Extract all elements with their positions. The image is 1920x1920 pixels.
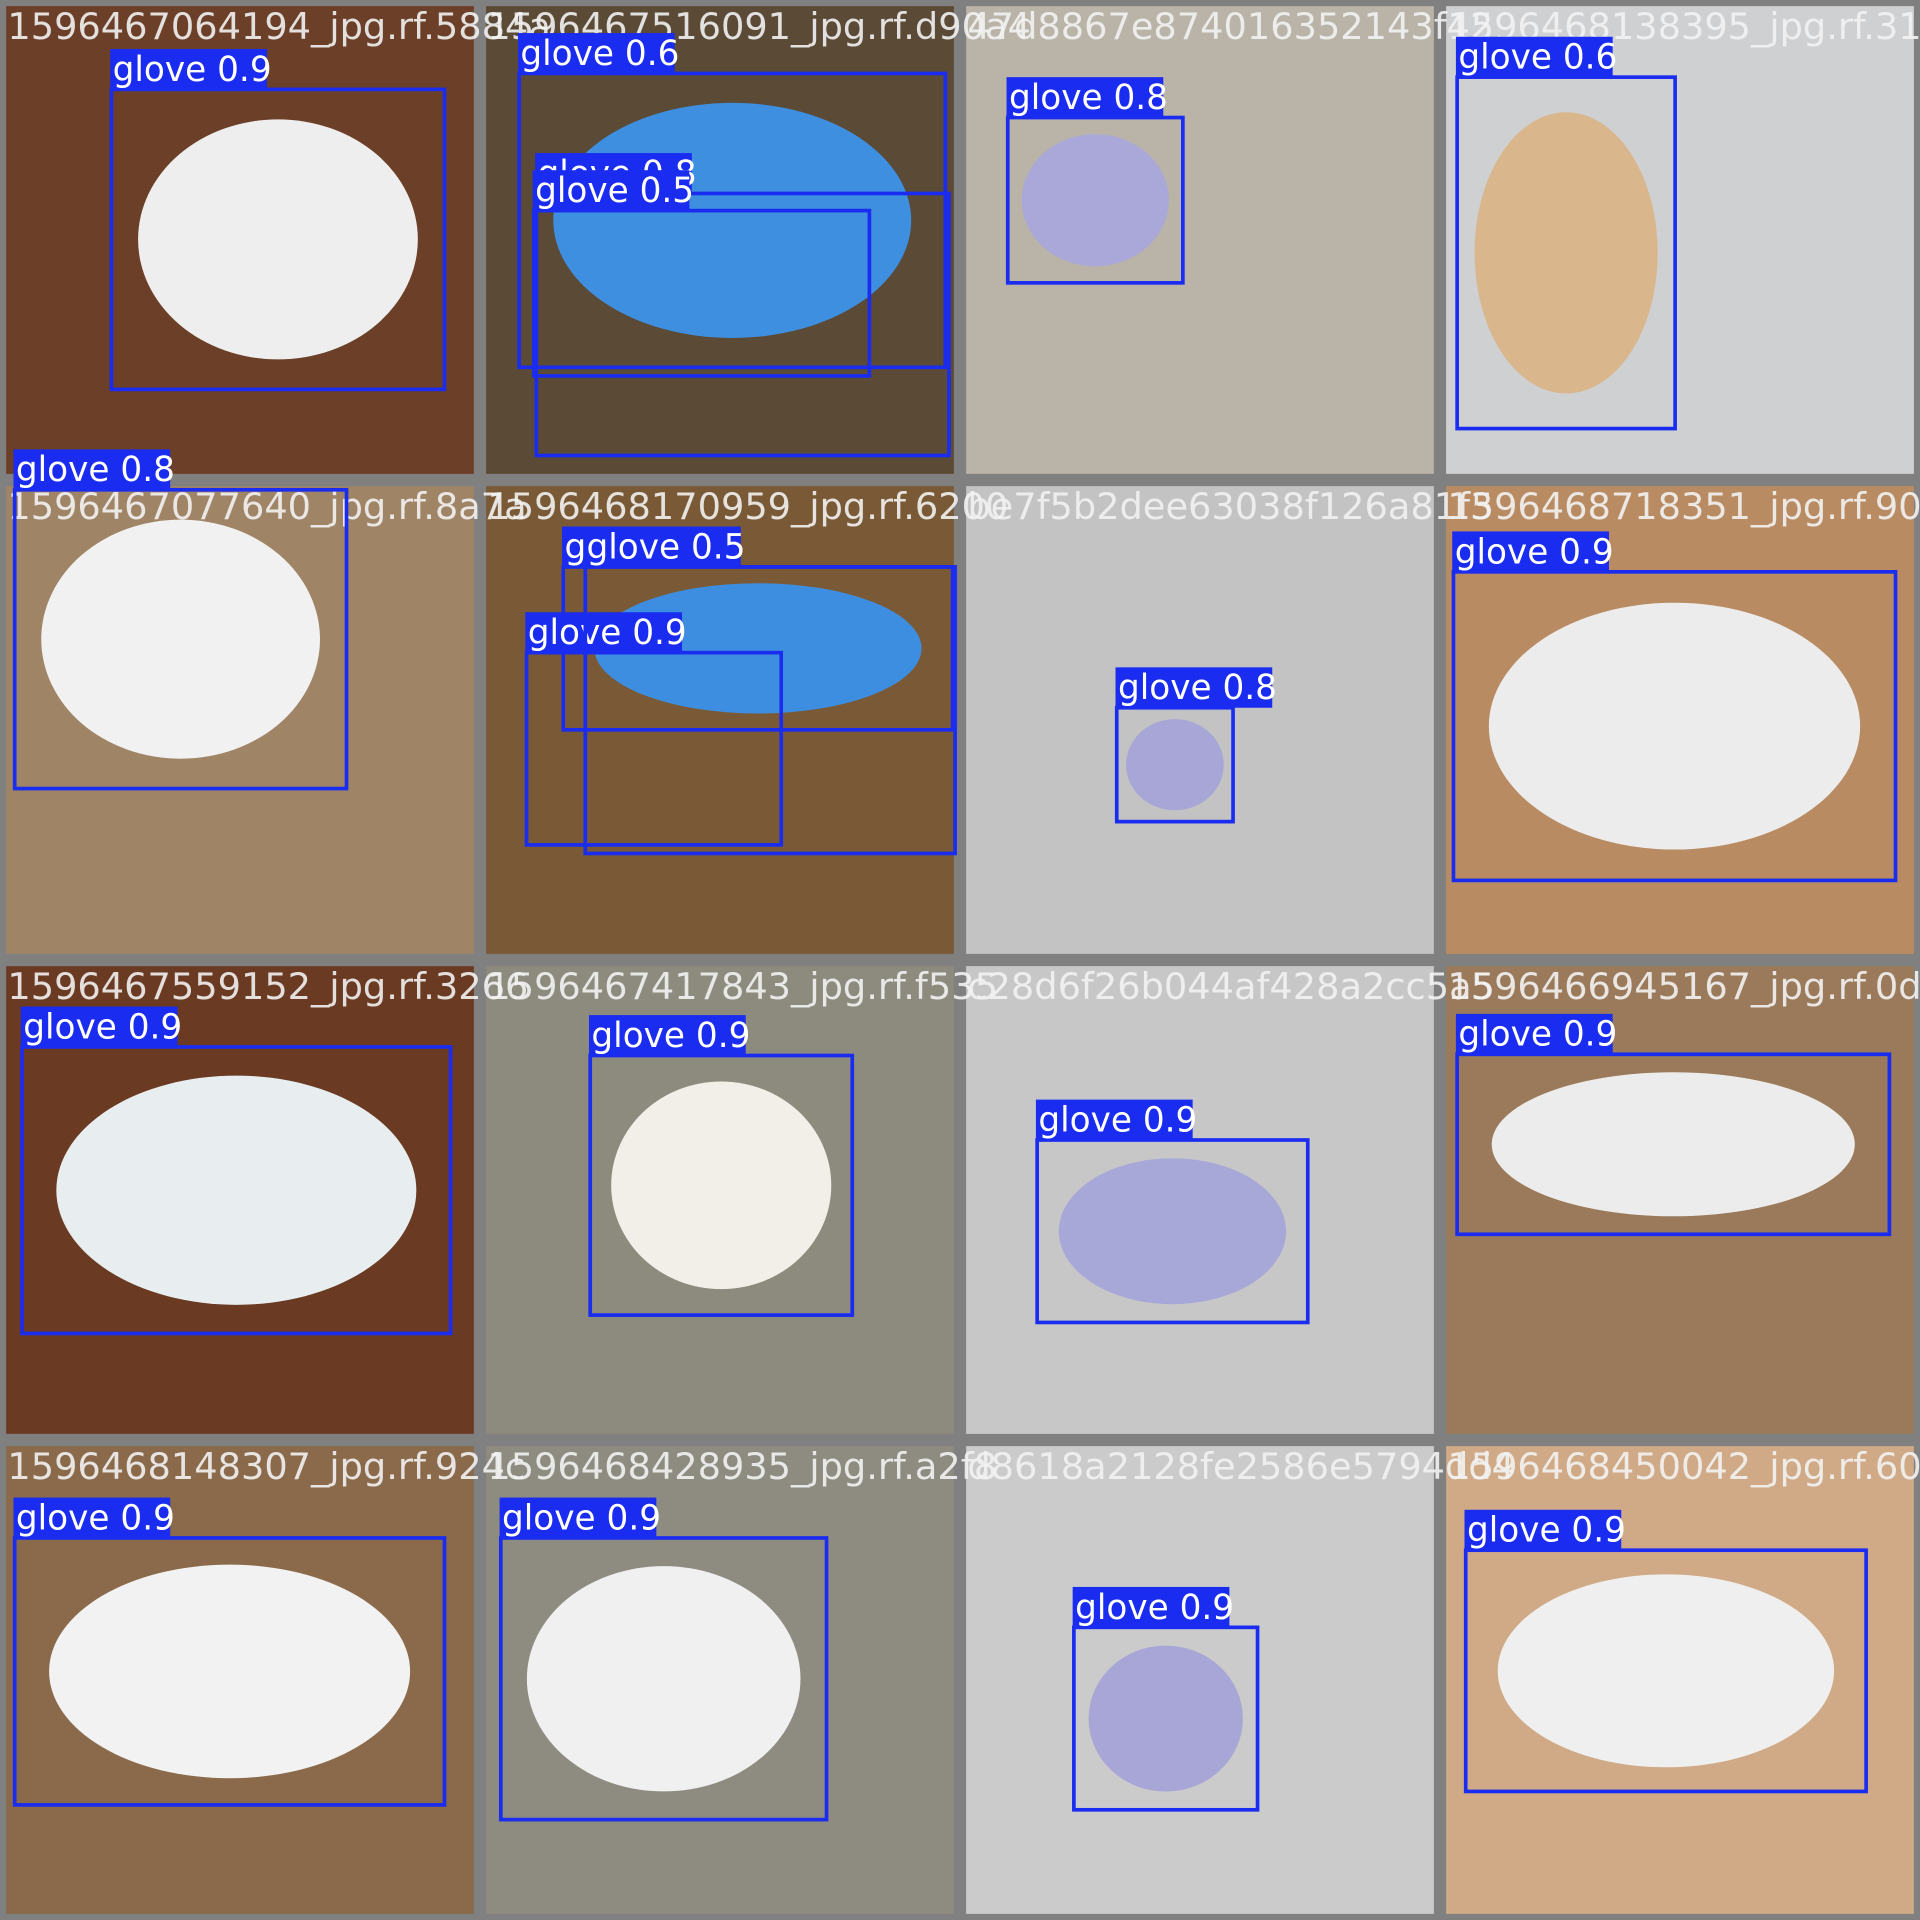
- label-background: [1006, 77, 1164, 118]
- filename: 1596467064194_jpg.rf.5884a: [7, 5, 551, 48]
- detection-box: [20, 1045, 453, 1336]
- glove: [611, 1081, 832, 1290]
- filename: 1596468170959_jpg.rf.6200: [487, 485, 1008, 528]
- detection-box: [517, 71, 948, 370]
- detection-label: glove 0.9: [1467, 1511, 1626, 1551]
- photo: [966, 486, 1434, 954]
- filename: 1596466945167_jpg.rf.0d85: [1447, 965, 1920, 1008]
- detection-box: [1455, 1052, 1892, 1237]
- detection-label: glove 0.9: [23, 1007, 182, 1047]
- filename: 1596467559152_jpg.rf.3266: [7, 965, 528, 1008]
- label-background: [1035, 1099, 1193, 1140]
- glove: [49, 1564, 411, 1779]
- glove: [1497, 1574, 1835, 1768]
- filename: 1596468428935_jpg.rf.a2f8: [487, 1445, 997, 1488]
- glove: [1488, 602, 1861, 850]
- label-background: [1464, 1509, 1622, 1551]
- label-background: [1455, 1013, 1613, 1055]
- detection-label: glove 0.9: [1038, 1100, 1197, 1140]
- detection-label: glove 0.9: [591, 1016, 750, 1056]
- glove: [1491, 1072, 1855, 1217]
- detection-label: glove 0.9: [16, 1498, 175, 1538]
- glove: [1021, 134, 1169, 267]
- label-background: [532, 170, 690, 211]
- detection-label: glove 0.9: [1458, 1015, 1617, 1055]
- detection-box: [109, 87, 447, 392]
- glove: [56, 1075, 417, 1305]
- filename: 1596468718351_jpg.rf.90d4: [1447, 485, 1920, 528]
- detection-label: glove 0.8: [1009, 78, 1168, 118]
- label-background: [110, 48, 267, 90]
- label-background: [13, 449, 171, 490]
- filename: 1596468148307_jpg.rf.924c: [7, 1445, 525, 1488]
- filename: 1596467077640_jpg.rf.8a7a: [7, 485, 526, 528]
- glove: [526, 1566, 801, 1792]
- filename: 47d8867e874016352143f42: [967, 5, 1493, 48]
- label-background: [13, 1497, 171, 1538]
- detection-label: glove 0.6: [520, 34, 679, 74]
- detection-label: glove 0.9: [1455, 532, 1614, 572]
- label-background: [499, 1497, 657, 1538]
- glove: [138, 119, 418, 360]
- detection-label: glove 0.5: [535, 171, 694, 211]
- label-background: [525, 612, 683, 653]
- detection-box: [583, 565, 957, 856]
- label-background: [1452, 531, 1609, 572]
- label-background: [517, 33, 675, 74]
- photo: [966, 6, 1434, 474]
- glove: [41, 519, 320, 759]
- detection-label: glove 0.9: [113, 50, 272, 90]
- detection-label: glove 0.6: [1458, 38, 1617, 78]
- detection-box: [1463, 1548, 1868, 1794]
- glove: [1474, 112, 1658, 394]
- detection-box: [588, 1053, 855, 1317]
- detection-box: [1451, 570, 1898, 883]
- label-background: [1072, 1586, 1230, 1628]
- label-background: [1115, 667, 1273, 708]
- detection-box: [498, 1536, 829, 1822]
- detection-box: [1455, 75, 1677, 431]
- label-background: [1455, 36, 1613, 78]
- filename: 1596467417843_jpg.rf.f535: [487, 965, 998, 1008]
- detection-box: [532, 208, 872, 378]
- detection-label: glove 0.9: [502, 1498, 661, 1538]
- detection-box: [534, 191, 951, 458]
- filename: c28d6f26b044af428a2cc5a5: [967, 965, 1495, 1008]
- label-background: [584, 526, 741, 567]
- detection-label: glove 0.9: [528, 613, 687, 653]
- detection-label: glove 0.8: [1118, 668, 1277, 708]
- glove: [553, 102, 912, 338]
- filename: d8618a2128fe2586e5794dd4: [967, 1445, 1515, 1488]
- label-background: [588, 1015, 746, 1056]
- glove: [1058, 1158, 1287, 1305]
- detection-box: [12, 487, 349, 791]
- glove: [1126, 719, 1224, 811]
- detection-label: glove 0.5: [587, 527, 746, 567]
- glove: [1088, 1645, 1243, 1792]
- detection-label: glove 0.8: [16, 450, 175, 490]
- filename: be7f5b2dee63038f126a81f3: [967, 485, 1493, 528]
- filename: 1596468450042_jpg.rf.60ff7: [1447, 1445, 1920, 1488]
- label-background: [20, 1006, 178, 1047]
- detection-label: glove 0.9: [1075, 1588, 1234, 1628]
- detection-box: [12, 1536, 447, 1807]
